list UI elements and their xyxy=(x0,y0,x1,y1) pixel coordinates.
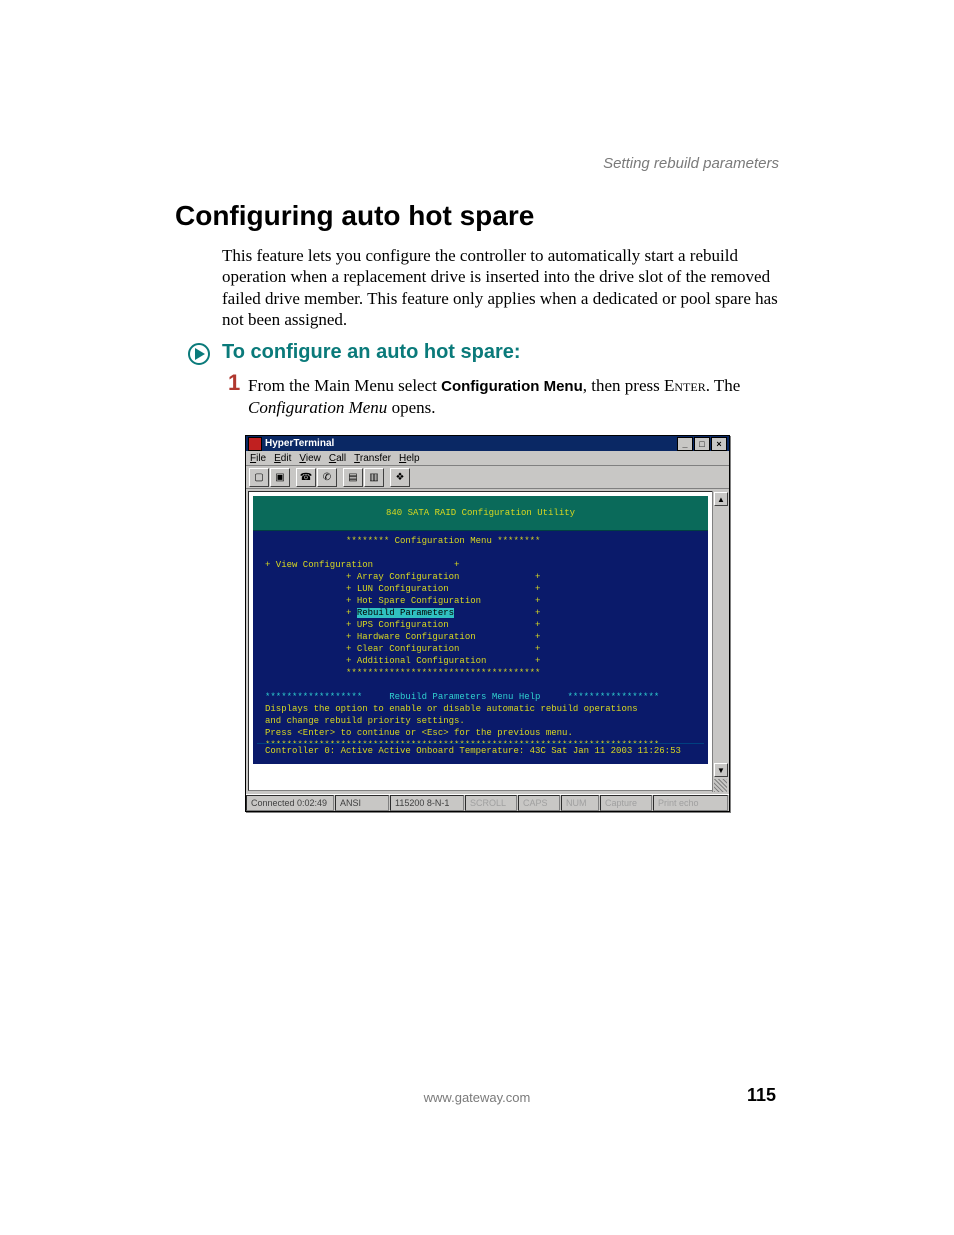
menu-item-hardware[interactable]: + Hardware Configuration + xyxy=(265,631,696,643)
terminal-body: ******** Configuration Menu ******** + V… xyxy=(253,531,708,755)
resize-grip-icon[interactable] xyxy=(714,779,727,792)
hyperterminal-app-icon[interactable] xyxy=(248,437,262,451)
minimize-button[interactable]: _ xyxy=(677,437,693,451)
menu-footer-line: ************************************ xyxy=(346,668,540,678)
help-line-1: Displays the option to enable or disable… xyxy=(265,704,638,714)
terminal-content: ******** Configuration Menu ******** + V… xyxy=(265,535,696,751)
help-line-2: and change rebuild priority settings. xyxy=(265,716,465,726)
intro-paragraph: This feature lets you configure the cont… xyxy=(222,245,780,330)
running-head: Setting rebuild parameters xyxy=(603,155,779,172)
menu-bar: File Edit View Call Transfer Help xyxy=(246,451,729,465)
utility-title: 840 SATA RAID Configuration Utility xyxy=(386,507,575,519)
menu-item-additional[interactable]: + Additional Configuration + xyxy=(265,655,696,667)
hyperterminal-window: HyperTerminal _ □ × File Edit View Call … xyxy=(245,435,730,812)
page-title: Configuring auto hot spare xyxy=(175,200,534,232)
new-doc-icon[interactable]: ▢ xyxy=(249,468,269,487)
configuration-menu-label: Configuration Menu xyxy=(441,378,583,395)
terminal-viewport: 840 SATA RAID Configuration Utility ****… xyxy=(248,491,713,791)
config-menu-italic: Configuration Menu xyxy=(248,398,387,417)
properties-icon[interactable]: ❖ xyxy=(390,468,410,487)
controller-status-line: Controller 0: Active Active Onboard Temp… xyxy=(257,743,704,758)
disconnect-icon[interactable]: ✆ xyxy=(317,468,337,487)
toolbar: ▢ ▣ ☎ ✆ ▤ ▥ ❖ xyxy=(246,465,729,489)
step-number-1: 1 xyxy=(228,370,240,396)
close-button[interactable]: × xyxy=(711,437,727,451)
scroll-up-button[interactable]: ▲ xyxy=(714,492,728,506)
menu-item-view[interactable]: + View Configuration + xyxy=(265,559,696,571)
status-printecho: Print echo xyxy=(653,795,728,811)
procedure-arrow-icon xyxy=(188,343,210,365)
scroll-down-button[interactable]: ▼ xyxy=(714,763,728,777)
menu-item-hotspare[interactable]: + Hot Spare Configuration + xyxy=(265,595,696,607)
send-icon[interactable]: ▤ xyxy=(343,468,363,487)
status-num: NUM xyxy=(561,795,599,811)
status-emulation: ANSI xyxy=(335,795,389,811)
client-area: 840 SATA RAID Configuration Utility ****… xyxy=(246,489,729,794)
status-caps: CAPS xyxy=(518,795,560,811)
step-1-text: From the Main Menu select Configuration … xyxy=(248,375,778,418)
menu-item-rebuild[interactable]: + Rebuild Parameters + xyxy=(265,607,696,619)
status-connected: Connected 0:02:49 xyxy=(246,795,334,811)
terminal-screen[interactable]: 840 SATA RAID Configuration Utility ****… xyxy=(253,496,708,764)
menu-item-ups[interactable]: + UPS Configuration + xyxy=(265,619,696,631)
menu-view[interactable]: View xyxy=(299,453,321,464)
menu-item-lun[interactable]: + LUN Configuration + xyxy=(265,583,696,595)
open-icon[interactable]: ▣ xyxy=(270,468,290,487)
menu-call[interactable]: Call xyxy=(329,453,346,464)
window-titlebar[interactable]: HyperTerminal _ □ × xyxy=(246,436,729,451)
menu-header-line: ******** Configuration Menu ******** xyxy=(346,536,540,546)
step-prefix: From the Main Menu select xyxy=(248,376,441,395)
menu-file[interactable]: File xyxy=(250,453,266,464)
enter-key-label: Enter xyxy=(664,376,706,395)
connect-icon[interactable]: ☎ xyxy=(296,468,316,487)
footer-url: www.gateway.com xyxy=(0,1090,954,1105)
menu-help[interactable]: Help xyxy=(399,453,420,464)
step-mid: , then press xyxy=(583,376,664,395)
step-suffix: . The xyxy=(706,376,741,395)
menu-edit[interactable]: Edit xyxy=(274,453,291,464)
receive-icon[interactable]: ▥ xyxy=(364,468,384,487)
procedure-heading: To configure an auto hot spare: xyxy=(222,341,521,364)
help-header: ****************** Rebuild Parameters Me… xyxy=(265,692,659,702)
page-number: 115 xyxy=(747,1085,776,1106)
window-title: HyperTerminal xyxy=(265,438,677,449)
menu-item-array[interactable]: + Array Configuration + xyxy=(265,571,696,583)
step-end: opens. xyxy=(387,398,435,417)
status-port: 115200 8-N-1 xyxy=(390,795,464,811)
status-scroll: SCROLL xyxy=(465,795,517,811)
maximize-button[interactable]: □ xyxy=(694,437,710,451)
vertical-scrollbar[interactable]: ▲ ▼ xyxy=(712,491,727,792)
help-line-3: Press <Enter> to continue or <Esc> for t… xyxy=(265,728,573,738)
status-bar: Connected 0:02:49 ANSI 115200 8-N-1 SCRO… xyxy=(246,794,729,811)
menu-item-clear[interactable]: + Clear Configuration + xyxy=(265,643,696,655)
menu-transfer[interactable]: Transfer xyxy=(354,453,391,464)
utility-title-bar: 840 SATA RAID Configuration Utility xyxy=(253,496,708,531)
status-capture: Capture xyxy=(600,795,652,811)
